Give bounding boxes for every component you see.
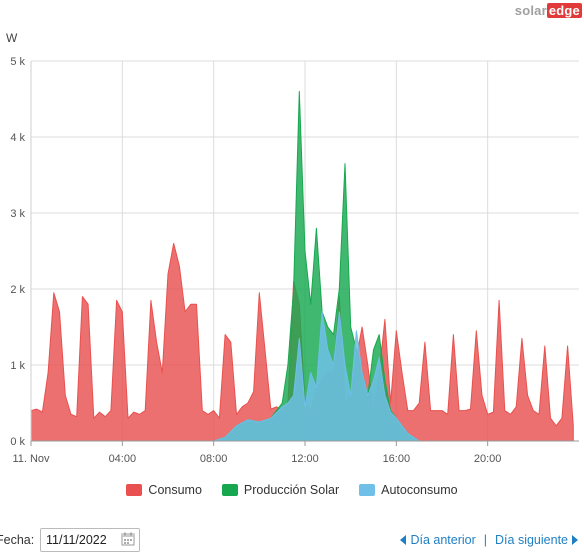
y-tick-label: 0 k bbox=[10, 436, 25, 448]
legend-swatch-consumo bbox=[126, 484, 143, 496]
series-area-autoconsumo bbox=[213, 311, 443, 442]
calendar-icon[interactable] bbox=[121, 532, 135, 546]
next-day-label: Día siguiente bbox=[495, 533, 568, 547]
legend-swatch-autoconsumo bbox=[359, 484, 376, 496]
x-tick-label: 16:00 bbox=[383, 453, 411, 465]
arrow-left-icon bbox=[400, 535, 407, 545]
y-tick-label: 1 k bbox=[10, 360, 25, 372]
x-tick-label: 04:00 bbox=[109, 453, 137, 465]
next-day-link[interactable]: Día siguiente bbox=[495, 533, 578, 547]
energy-chart: 0 k 1 k 2 k 3 k 4 k 5 k 11. Nov 04:00 08:00 12:00… bbox=[6, 31, 579, 465]
legend-label-consumo: Consumo bbox=[148, 483, 202, 497]
y-tick-label: 4 k bbox=[10, 132, 25, 144]
x-tick-label: 12:00 bbox=[291, 453, 319, 465]
date-controls: Fecha: 11/11/2022 Día anterior | Día sig… bbox=[0, 528, 584, 554]
date-value: 11/11/2022 bbox=[46, 533, 107, 547]
previous-day-link[interactable]: Día anterior bbox=[400, 533, 476, 547]
solaredge-logo: solar edge bbox=[514, 3, 582, 18]
legend-swatch-produccion-solar bbox=[221, 484, 238, 496]
chart-series bbox=[30, 90, 574, 442]
x-tick-label: 11. Nov bbox=[12, 453, 50, 465]
x-tick-label: 08:00 bbox=[200, 453, 228, 465]
chart-axes: 0 k 1 k 2 k 3 k 4 k 5 k 11. Nov 04:00 08:00 12:00… bbox=[6, 31, 579, 465]
previous-day-label: Día anterior bbox=[410, 533, 476, 547]
y-axis-unit-label: W bbox=[6, 31, 18, 45]
legend-item-autoconsumo[interactable]: Autoconsumo bbox=[359, 483, 458, 497]
nav-separator: | bbox=[483, 533, 488, 547]
y-tick-label: 5 k bbox=[10, 56, 25, 68]
chart-legend: Consumo Producción Solar Autoconsumo bbox=[0, 483, 584, 497]
date-label: Fecha: bbox=[0, 533, 35, 547]
y-tick-label: 2 k bbox=[10, 284, 25, 296]
y-tick-label: 3 k bbox=[10, 208, 25, 220]
legend-label-produccion-solar: Producción Solar bbox=[243, 483, 340, 497]
legend-item-produccion-solar[interactable]: Producción Solar bbox=[221, 483, 340, 497]
x-tick-label: 20:00 bbox=[474, 453, 502, 465]
date-input[interactable]: 11/11/2022 bbox=[40, 528, 140, 552]
legend-label-autoconsumo: Autoconsumo bbox=[381, 483, 458, 497]
legend-item-consumo[interactable]: Consumo bbox=[126, 483, 202, 497]
day-navigation: Día anterior | Día siguiente bbox=[400, 533, 578, 547]
arrow-right-icon bbox=[572, 535, 578, 545]
